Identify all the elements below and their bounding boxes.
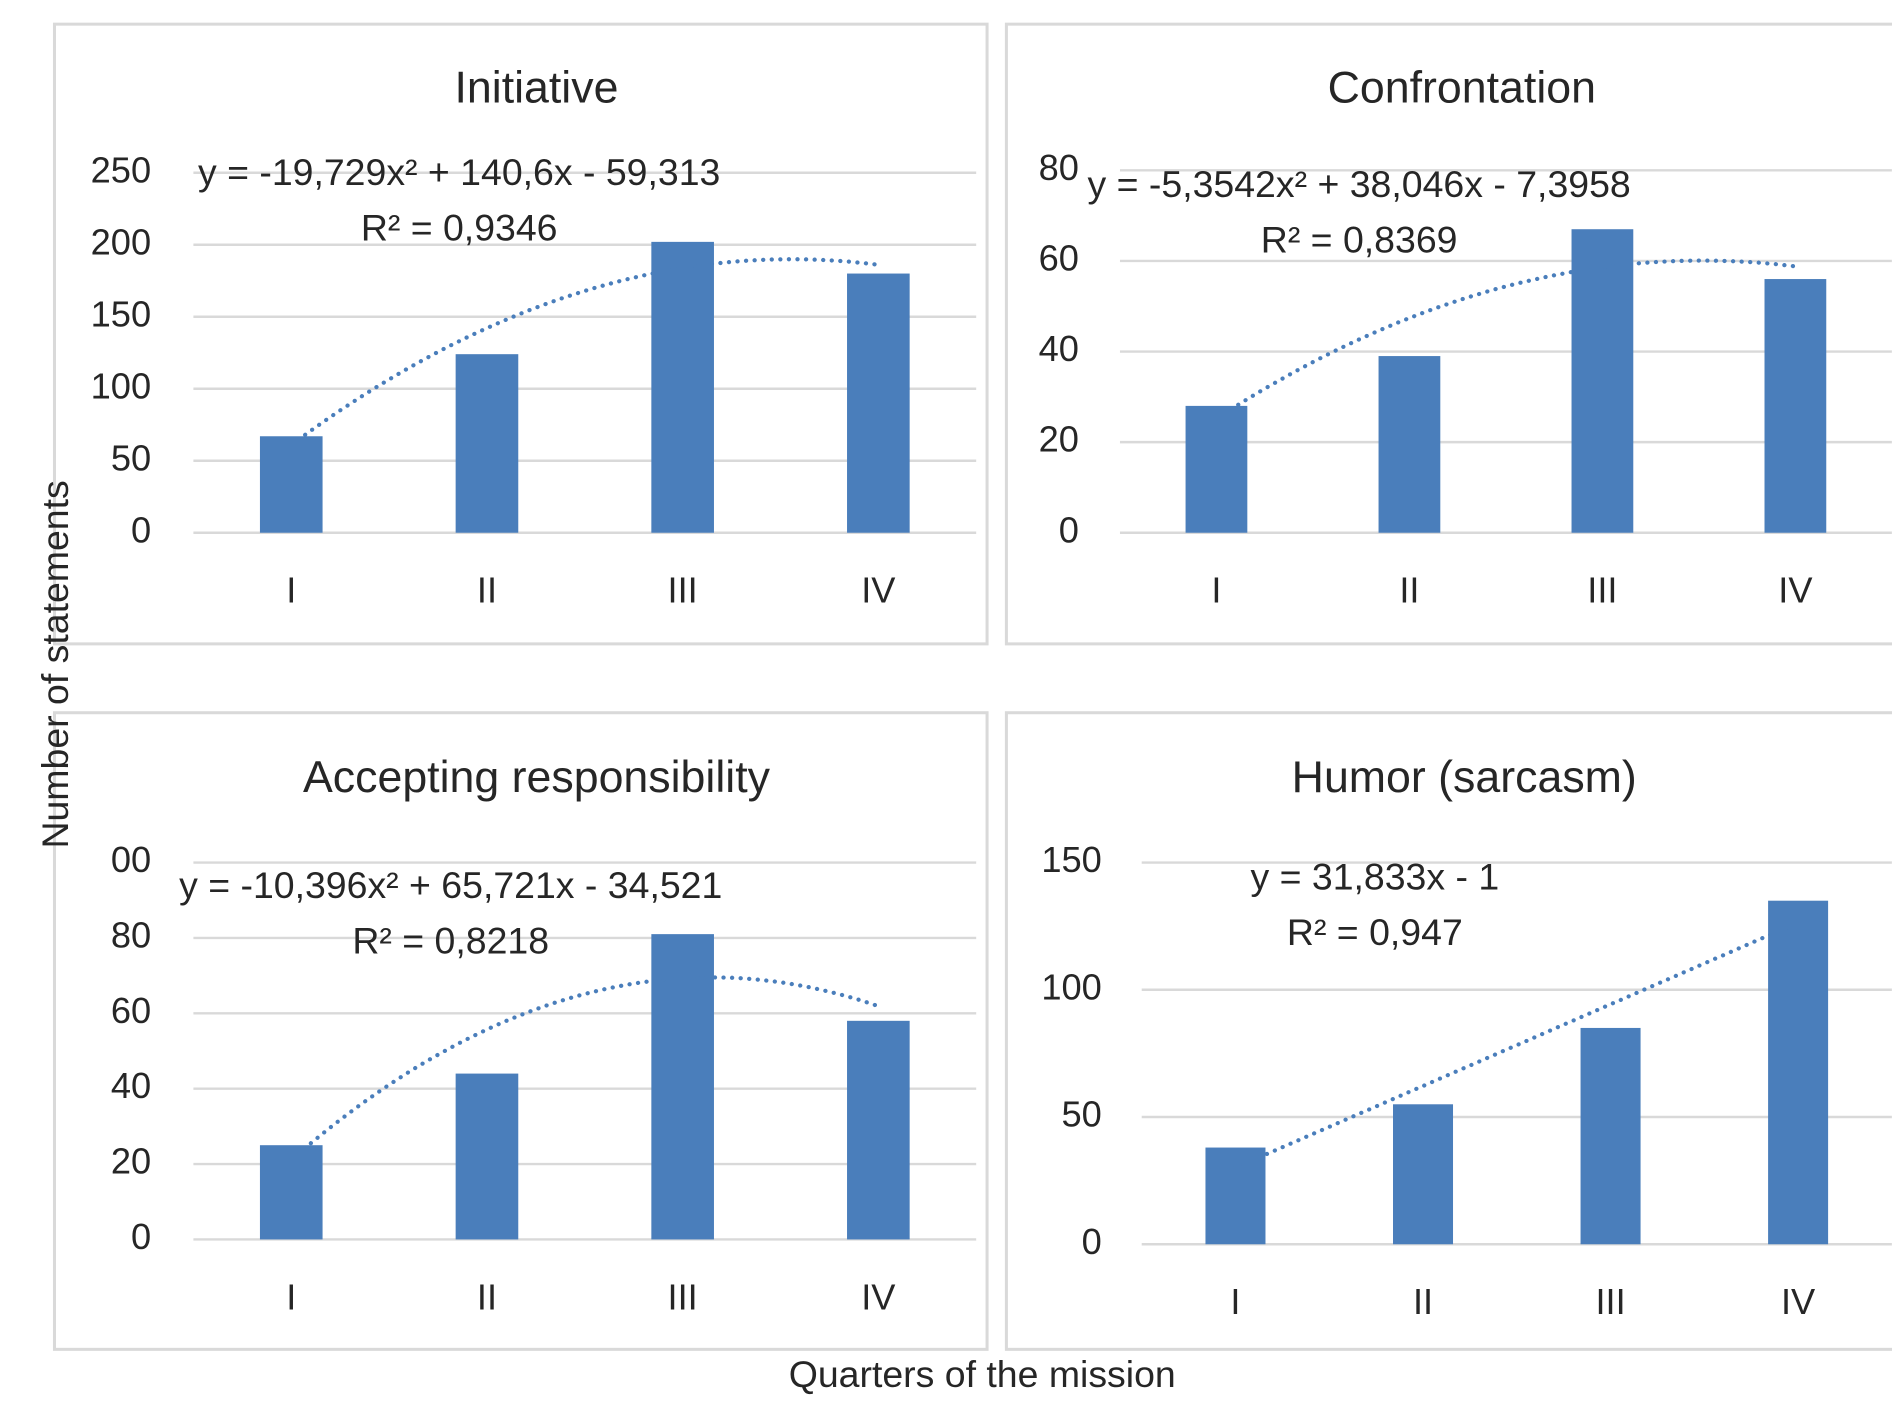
x-tick-label: II bbox=[477, 1276, 497, 1317]
y-tick-label: 50 bbox=[1062, 1094, 1102, 1135]
bar bbox=[1580, 1027, 1641, 1245]
y-tick-label: 100 bbox=[1041, 966, 1101, 1007]
y-tick-label: 60 bbox=[1039, 238, 1079, 279]
chart-title: Initiative bbox=[455, 63, 619, 112]
x-tick-label: IV bbox=[1778, 570, 1813, 611]
x-tick-label: IV bbox=[1781, 1281, 1816, 1322]
bar bbox=[1768, 900, 1829, 1245]
bar bbox=[651, 241, 714, 533]
trend-equation: y = 31,833x - 1 bbox=[1250, 855, 1499, 897]
trend-equation: y = -10,396x² + 65,721x - 34,521 bbox=[179, 864, 722, 906]
x-tick-label: I bbox=[1211, 570, 1221, 611]
x-tick-label: III bbox=[1595, 1281, 1625, 1322]
bar bbox=[1764, 279, 1827, 533]
bar bbox=[1205, 1147, 1266, 1245]
y-tick-label: 80 bbox=[111, 914, 151, 955]
trendline bbox=[289, 257, 881, 448]
y-tick-label: 40 bbox=[111, 1065, 151, 1106]
y-tick-label: 00 bbox=[111, 839, 151, 880]
panel-frame bbox=[1004, 711, 1892, 1351]
x-tick-label: III bbox=[668, 570, 698, 611]
chart-title: Confrontation bbox=[1328, 63, 1596, 112]
y-tick-label: 250 bbox=[91, 149, 151, 190]
x-tick-label: III bbox=[1587, 570, 1617, 611]
y-tick-label: 50 bbox=[111, 437, 151, 478]
bar bbox=[1393, 1104, 1454, 1245]
x-tick-label: IV bbox=[861, 1276, 896, 1317]
y-tick-label: 150 bbox=[91, 293, 151, 334]
bar bbox=[455, 1073, 519, 1240]
trend-r-squared: R² = 0,8369 bbox=[1261, 219, 1458, 261]
bar bbox=[847, 1020, 910, 1240]
y-tick-label: 0 bbox=[1059, 509, 1079, 550]
bar bbox=[455, 354, 519, 533]
trend-r-squared: R² = 0,9346 bbox=[361, 207, 558, 249]
trend-equation: y = -5,3542x² + 38,046x - 7,3958 bbox=[1088, 163, 1631, 205]
x-tick-label: II bbox=[477, 570, 497, 611]
panel-frame bbox=[52, 711, 989, 1351]
y-axis-title: Number of statements bbox=[34, 480, 76, 848]
y-tick-label: 100 bbox=[91, 365, 151, 406]
bar bbox=[847, 273, 910, 533]
x-tick-label: I bbox=[286, 1276, 296, 1317]
bar bbox=[259, 436, 323, 533]
y-tick-label: 0 bbox=[1082, 1221, 1102, 1262]
x-tick-label: I bbox=[286, 570, 296, 611]
trend-r-squared: R² = 0,947 bbox=[1287, 911, 1463, 953]
y-tick-label: 60 bbox=[111, 990, 151, 1031]
trendline bbox=[289, 975, 881, 1163]
panel-frame bbox=[1004, 22, 1892, 646]
trend-equation: y = -19,729x² + 140,6x - 59,313 bbox=[198, 151, 720, 193]
y-tick-label: 0 bbox=[131, 509, 151, 550]
x-tick-label: IV bbox=[861, 570, 896, 611]
y-tick-label: 20 bbox=[1039, 419, 1079, 460]
x-axis-title: Quarters of the mission bbox=[789, 1353, 1176, 1395]
x-tick-label: I bbox=[1230, 1281, 1240, 1322]
y-tick-label: 150 bbox=[1041, 839, 1101, 880]
chart-title: Humor (sarcasm) bbox=[1292, 753, 1637, 802]
x-tick-label: III bbox=[668, 1276, 698, 1317]
x-tick-label: II bbox=[1399, 570, 1419, 611]
y-tick-label: 200 bbox=[91, 221, 151, 262]
y-tick-label: 80 bbox=[1039, 147, 1079, 188]
y-tick-label: 20 bbox=[111, 1141, 151, 1182]
chart-title: Accepting responsibility bbox=[303, 753, 771, 802]
trend-r-squared: R² = 0,8218 bbox=[352, 919, 549, 961]
y-tick-label: 40 bbox=[1039, 328, 1079, 369]
trendline bbox=[1233, 920, 1801, 1170]
bar bbox=[1378, 356, 1441, 533]
panel-frame bbox=[52, 22, 989, 646]
bar bbox=[651, 934, 714, 1240]
x-tick-label: II bbox=[1413, 1281, 1433, 1322]
bar bbox=[1571, 229, 1634, 533]
bar bbox=[1185, 405, 1248, 533]
trendline bbox=[1214, 258, 1798, 421]
y-tick-label: 0 bbox=[131, 1216, 151, 1257]
